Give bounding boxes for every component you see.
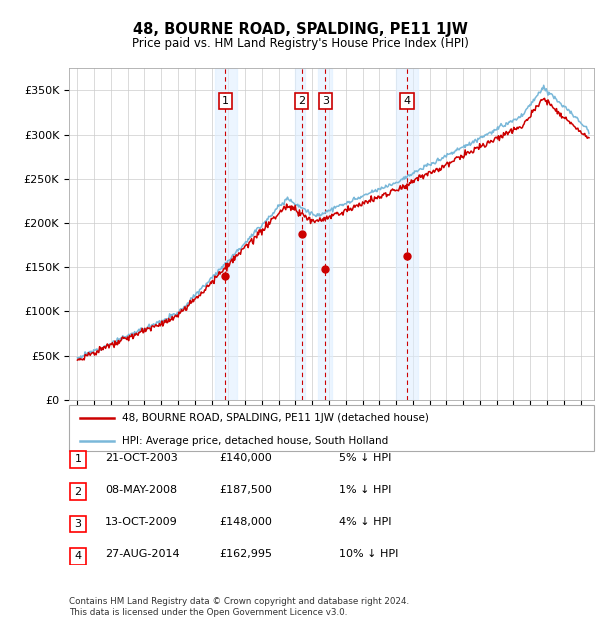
Text: £162,995: £162,995 [219, 549, 272, 559]
Text: 4% ↓ HPI: 4% ↓ HPI [339, 517, 391, 527]
Text: 2: 2 [298, 96, 305, 106]
Bar [295, 68, 305, 400]
Text: £148,000: £148,000 [219, 517, 272, 527]
Text: 27-AUG-2014: 27-AUG-2014 [105, 549, 179, 559]
Text: 2: 2 [74, 487, 82, 497]
Text: 5% ↓ HPI: 5% ↓ HPI [339, 453, 391, 463]
Text: 08-MAY-2008: 08-MAY-2008 [105, 485, 177, 495]
Text: 1: 1 [74, 454, 82, 464]
Text: 4: 4 [404, 96, 411, 106]
Text: £140,000: £140,000 [219, 453, 272, 463]
Text: 1% ↓ HPI: 1% ↓ HPI [339, 485, 391, 495]
Text: Price paid vs. HM Land Registry's House Price Index (HPI): Price paid vs. HM Land Registry's House … [131, 37, 469, 50]
Text: 3: 3 [74, 519, 82, 529]
Text: 48, BOURNE ROAD, SPALDING, PE11 1JW (detached house): 48, BOURNE ROAD, SPALDING, PE11 1JW (det… [121, 413, 428, 423]
Text: Contains HM Land Registry data © Crown copyright and database right 2024.
This d: Contains HM Land Registry data © Crown c… [69, 598, 409, 617]
Text: 10% ↓ HPI: 10% ↓ HPI [339, 549, 398, 559]
Text: 21-OCT-2003: 21-OCT-2003 [105, 453, 178, 463]
Bar [396, 68, 418, 400]
Text: HPI: Average price, detached house, South Holland: HPI: Average price, detached house, Sout… [121, 436, 388, 446]
Text: 13-OCT-2009: 13-OCT-2009 [105, 517, 178, 527]
Bar [319, 68, 332, 400]
Text: 4: 4 [74, 551, 82, 561]
Text: £187,500: £187,500 [219, 485, 272, 495]
Text: 48, BOURNE ROAD, SPALDING, PE11 1JW: 48, BOURNE ROAD, SPALDING, PE11 1JW [133, 22, 467, 37]
Bar [215, 68, 237, 400]
Text: 3: 3 [322, 96, 329, 106]
Text: 1: 1 [221, 96, 229, 106]
